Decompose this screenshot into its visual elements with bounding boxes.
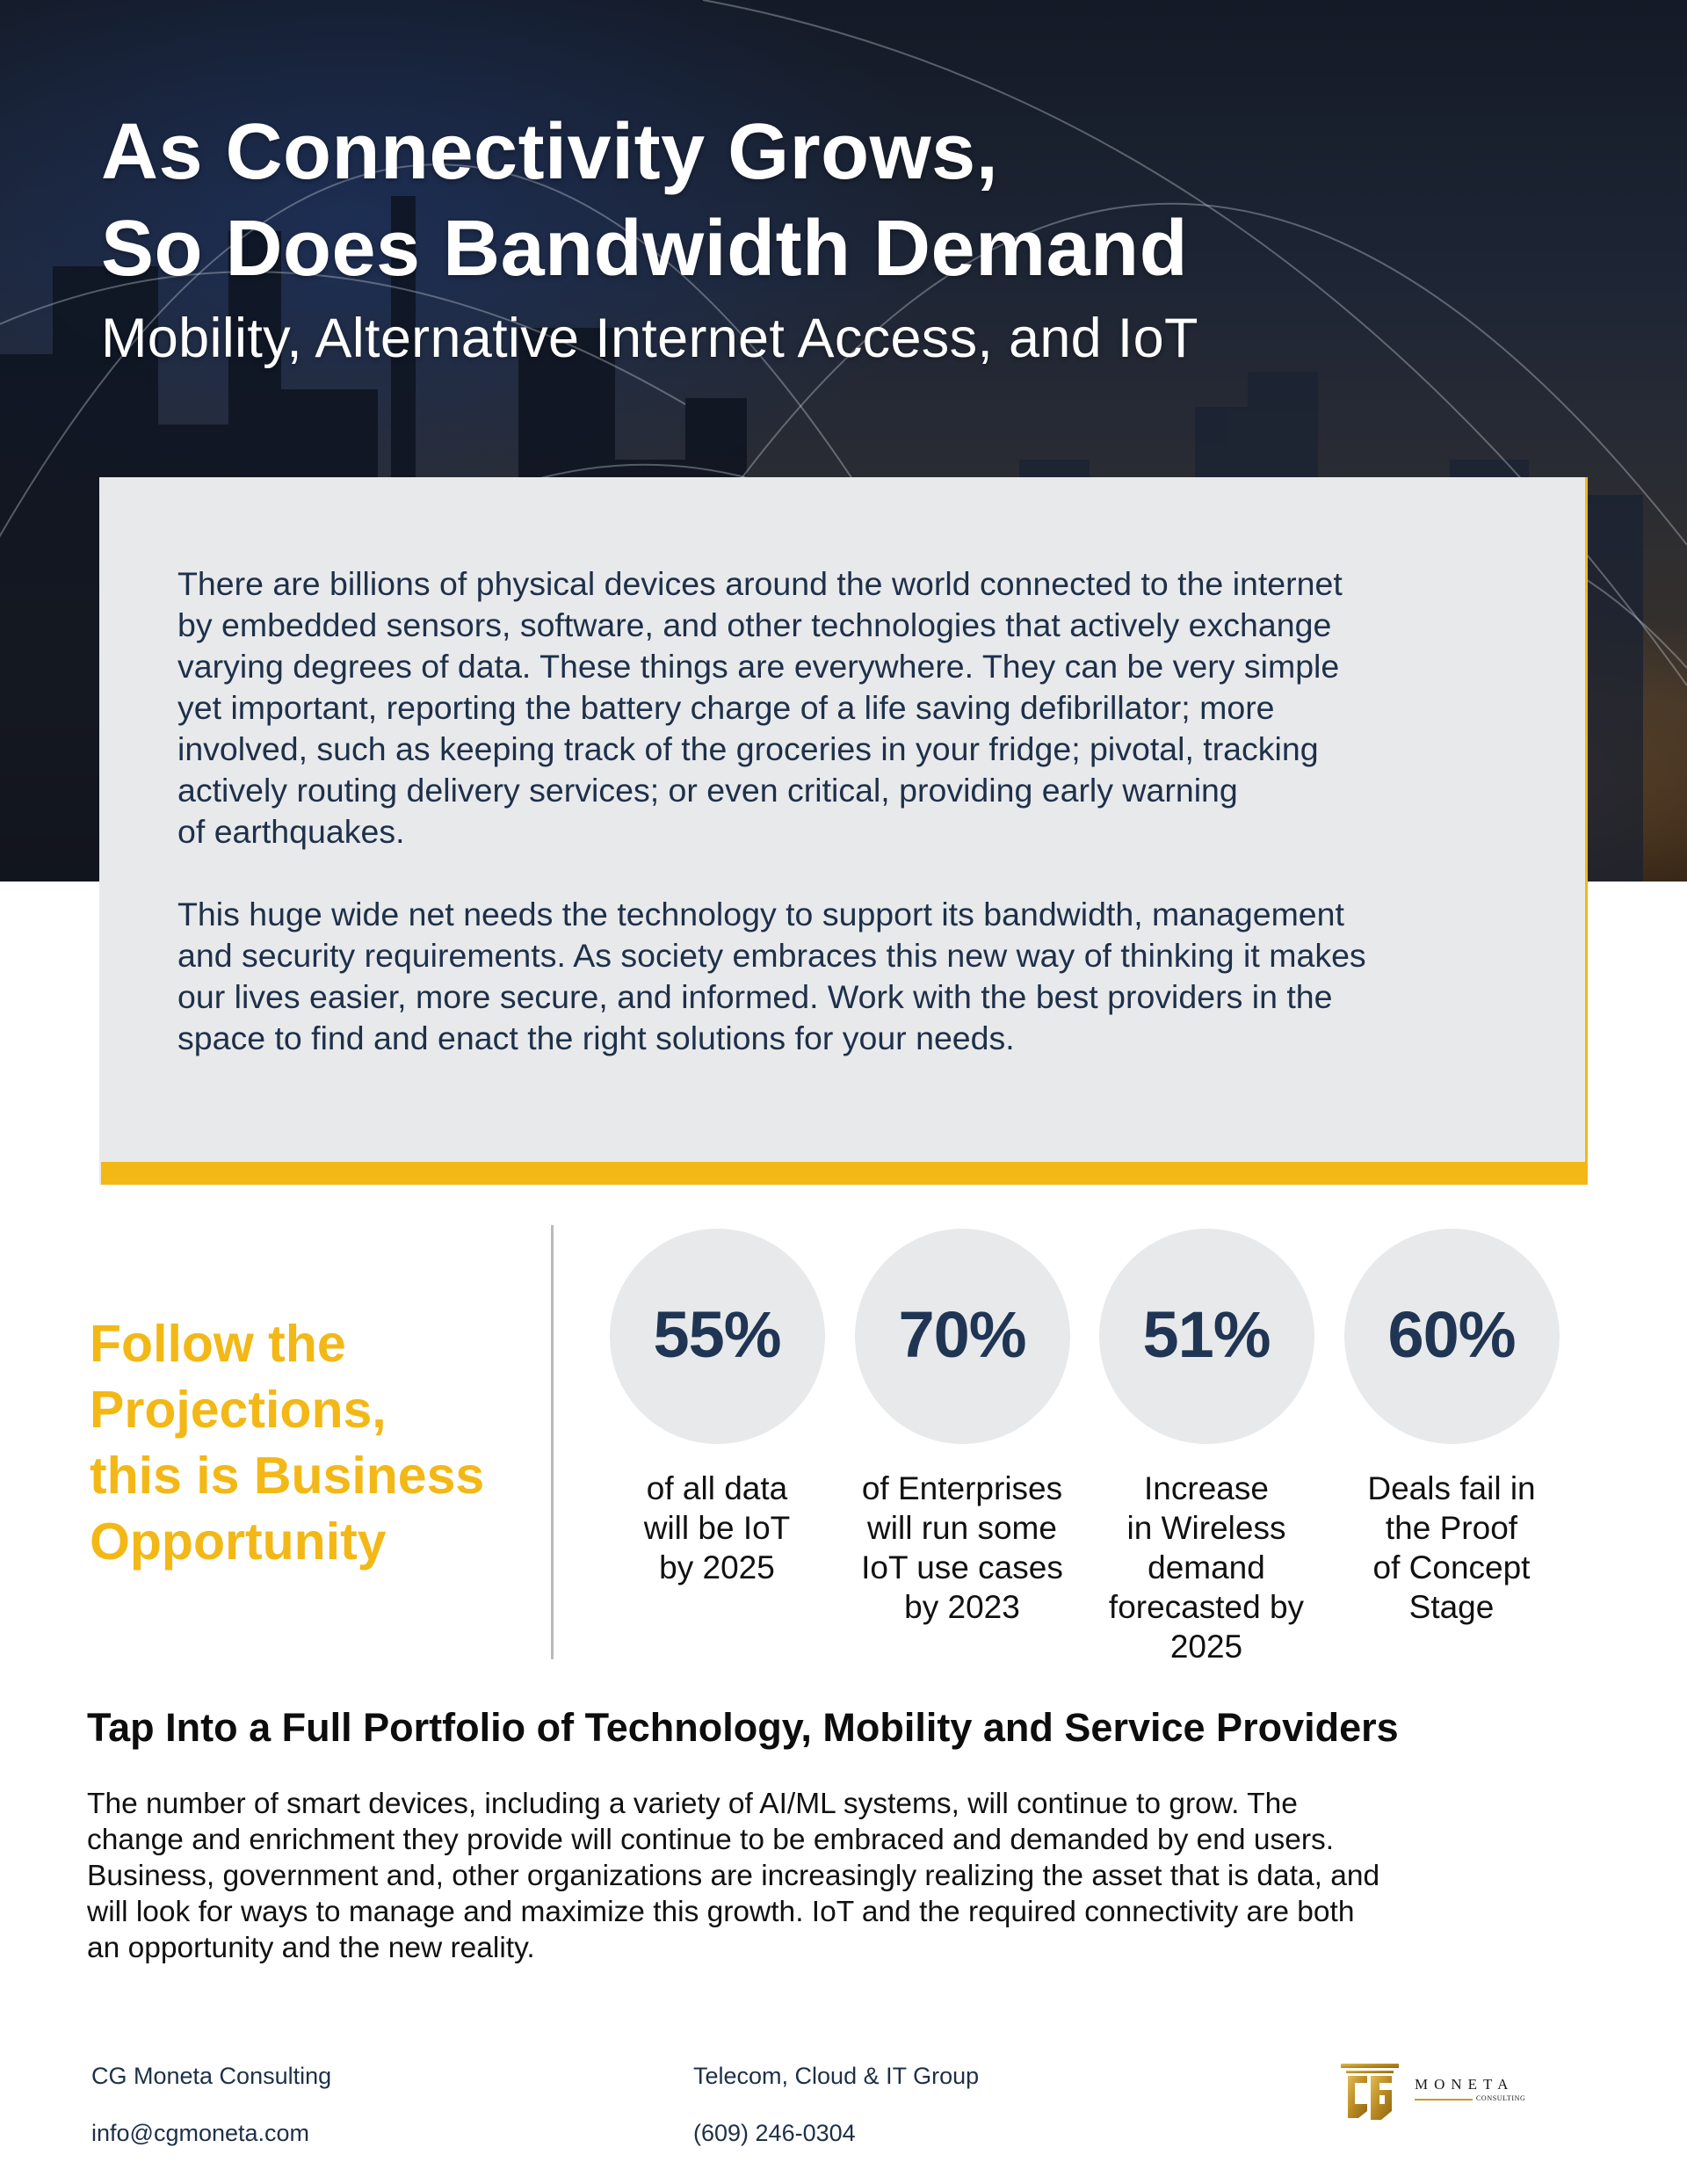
- logo-wordmark: MONETA CONSULTING: [1415, 2072, 1538, 2111]
- email-link[interactable]: info@cgmoneta.com: [91, 2120, 310, 2146]
- stat-circle: 51%: [1098, 1229, 1314, 1444]
- logo-gold-rule: [1415, 2099, 1473, 2101]
- stat-circle: 55%: [609, 1229, 825, 1444]
- projections-heading-line: Follow the: [90, 1315, 346, 1373]
- stat-caption: of Enterprises will run some IoT use cas…: [861, 1470, 1063, 1625]
- projections-heading-line: Opportunity: [90, 1513, 387, 1571]
- logo-name: MONETA: [1415, 2076, 1515, 2093]
- group-name: Telecom, Cloud & IT Group: [693, 2063, 980, 2089]
- stat-iot-data: 55% of all data will be IoT by 2025: [594, 1229, 840, 1587]
- intro-paragraph-2: This huge wide net needs the technology …: [177, 896, 1366, 1056]
- moneta-logo: MONETA CONSULTING: [1341, 2061, 1543, 2122]
- intro-card: There are billions of physical devices a…: [99, 477, 1588, 1185]
- stat-caption: Increase in Wireless demand forecasted b…: [1108, 1470, 1305, 1665]
- intro-paragraph-1: There are billions of physical devices a…: [177, 565, 1343, 850]
- title-line-2: So Does Bandwidth Demand: [101, 205, 1189, 293]
- yellow-accent-bar: [101, 1162, 1588, 1185]
- page-title: As Connectivity Grows, So Does Bandwidth…: [101, 104, 1188, 297]
- stat-enterprises: 70% of Enterprises will run some IoT use…: [839, 1229, 1085, 1627]
- intro-text: There are billions of physical devices a…: [177, 563, 1548, 1059]
- stat-value: 70%: [898, 1298, 1026, 1371]
- stat-caption: of all data will be IoT by 2025: [643, 1470, 791, 1585]
- stat-caption: Deals fail in the Proof of Concept Stage: [1367, 1470, 1536, 1625]
- projections-heading: Follow the Projections, this is Business…: [90, 1311, 484, 1575]
- projections-heading-line: this is Business: [90, 1447, 485, 1505]
- title-line-1: As Connectivity Grows,: [101, 108, 999, 196]
- portfolio-heading: Tap Into a Full Portfolio of Technology,…: [87, 1705, 1399, 1750]
- logo-subtitle: CONSULTING: [1476, 2094, 1526, 2102]
- stat-wireless-demand: 51% Increase in Wireless demand forecast…: [1083, 1229, 1329, 1666]
- phone-link[interactable]: (609) 246-0304: [693, 2120, 856, 2146]
- cg-pillar-emblem-icon: [1341, 2064, 1399, 2120]
- company-name: CG Moneta Consulting: [91, 2063, 332, 2089]
- stat-value: 51%: [1142, 1298, 1271, 1371]
- stat-deals-fail: 60% Deals fail in the Proof of Concept S…: [1329, 1229, 1575, 1627]
- stat-value: 60%: [1387, 1298, 1516, 1371]
- vertical-divider: [551, 1225, 554, 1659]
- projections-heading-line: Projections,: [90, 1381, 387, 1439]
- page-subtitle: Mobility, Alternative Internet Access, a…: [101, 308, 1198, 369]
- stat-circle: 60%: [1343, 1229, 1560, 1444]
- footer-contact-column: CG Moneta Consulting info@cgmoneta.com: [91, 2048, 331, 2162]
- stat-value: 55%: [653, 1298, 781, 1371]
- stat-circle: 70%: [854, 1229, 1070, 1444]
- portfolio-body: The number of smart devices, including a…: [87, 1788, 1380, 1964]
- footer-group-column: Telecom, Cloud & IT Group (609) 246-0304: [693, 2048, 979, 2162]
